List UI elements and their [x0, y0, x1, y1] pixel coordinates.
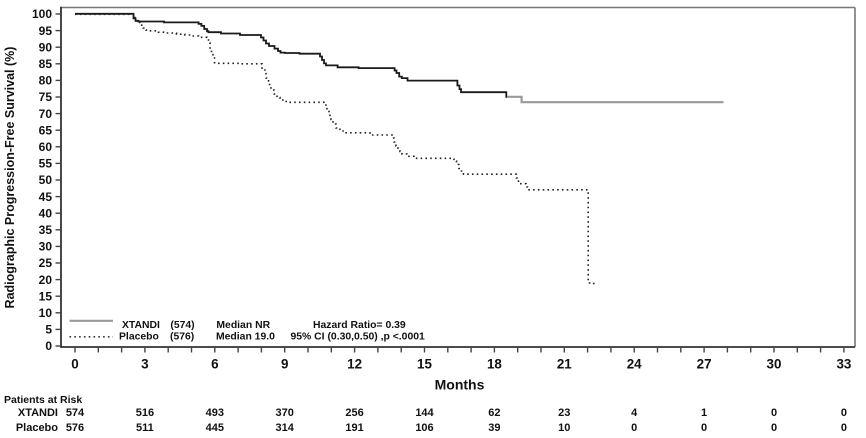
svg-text:0: 0 [841, 407, 847, 419]
svg-text:Months: Months [435, 377, 485, 393]
svg-text:(576): (576) [170, 332, 194, 343]
svg-text:0: 0 [771, 422, 777, 434]
svg-text:21: 21 [557, 357, 572, 372]
svg-text:10: 10 [558, 422, 570, 434]
svg-text:27: 27 [697, 357, 712, 372]
svg-text:23: 23 [558, 407, 570, 419]
svg-text:24: 24 [627, 357, 642, 372]
svg-text:574: 574 [66, 407, 85, 419]
svg-text:95% CI (0.30,0.50) ,p <.0001: 95% CI (0.30,0.50) ,p <.0001 [291, 332, 426, 343]
svg-text:62: 62 [488, 407, 500, 419]
svg-text:0: 0 [771, 407, 777, 419]
svg-text:80: 80 [39, 74, 53, 88]
svg-text:106: 106 [415, 422, 433, 434]
svg-text:35: 35 [39, 223, 53, 237]
svg-text:493: 493 [206, 407, 224, 419]
svg-text:30: 30 [767, 357, 782, 372]
svg-text:95: 95 [39, 24, 53, 38]
svg-text:90: 90 [39, 40, 53, 54]
svg-text:15: 15 [39, 289, 53, 303]
svg-text:Hazard Ratio= 0.39: Hazard Ratio= 0.39 [313, 320, 406, 331]
svg-text:0: 0 [71, 357, 78, 372]
svg-text:576: 576 [66, 422, 84, 434]
svg-text:XTANDI: XTANDI [122, 320, 160, 331]
svg-text:0: 0 [701, 422, 707, 434]
svg-text:0: 0 [631, 422, 637, 434]
svg-text:30: 30 [39, 240, 53, 254]
svg-text:0: 0 [841, 422, 847, 434]
svg-text:20: 20 [39, 273, 53, 287]
svg-text:15: 15 [417, 357, 432, 372]
svg-text:516: 516 [136, 407, 154, 419]
svg-text:3: 3 [141, 357, 148, 372]
svg-text:Patients at Risk: Patients at Risk [4, 394, 82, 406]
svg-text:9: 9 [281, 357, 288, 372]
svg-text:50: 50 [39, 173, 53, 187]
svg-text:Placebo: Placebo [119, 332, 159, 343]
svg-text:191: 191 [345, 422, 363, 434]
svg-text:Radiographic Progression-Free: Radiographic Progression-Free Survival (… [3, 47, 17, 309]
svg-text:45: 45 [39, 190, 53, 204]
svg-text:65: 65 [39, 123, 53, 137]
svg-text:4: 4 [631, 407, 638, 419]
svg-text:75: 75 [39, 90, 53, 104]
svg-text:25: 25 [39, 256, 53, 270]
svg-text:144: 144 [415, 407, 434, 419]
svg-text:10: 10 [39, 306, 53, 320]
svg-text:Median NR: Median NR [216, 320, 270, 331]
svg-text:33: 33 [836, 357, 851, 372]
svg-text:18: 18 [487, 357, 502, 372]
svg-text:Median 19.0: Median 19.0 [216, 332, 275, 343]
svg-text:60: 60 [39, 140, 53, 154]
svg-text:85: 85 [39, 57, 53, 71]
svg-text:39: 39 [488, 422, 500, 434]
svg-text:100: 100 [32, 7, 52, 21]
svg-text:445: 445 [206, 422, 224, 434]
svg-text:(574): (574) [170, 320, 194, 331]
svg-text:70: 70 [39, 107, 53, 121]
svg-text:5: 5 [45, 323, 52, 337]
svg-text:6: 6 [211, 357, 218, 372]
svg-text:XTANDI: XTANDI [18, 407, 58, 419]
svg-text:55: 55 [39, 157, 53, 171]
svg-text:511: 511 [136, 422, 154, 434]
svg-text:256: 256 [345, 407, 363, 419]
svg-text:314: 314 [276, 422, 295, 434]
svg-text:12: 12 [347, 357, 362, 372]
svg-text:Placebo: Placebo [16, 422, 58, 434]
svg-text:40: 40 [39, 206, 53, 220]
svg-text:0: 0 [45, 339, 52, 353]
svg-text:1: 1 [701, 407, 707, 419]
svg-text:370: 370 [276, 407, 294, 419]
